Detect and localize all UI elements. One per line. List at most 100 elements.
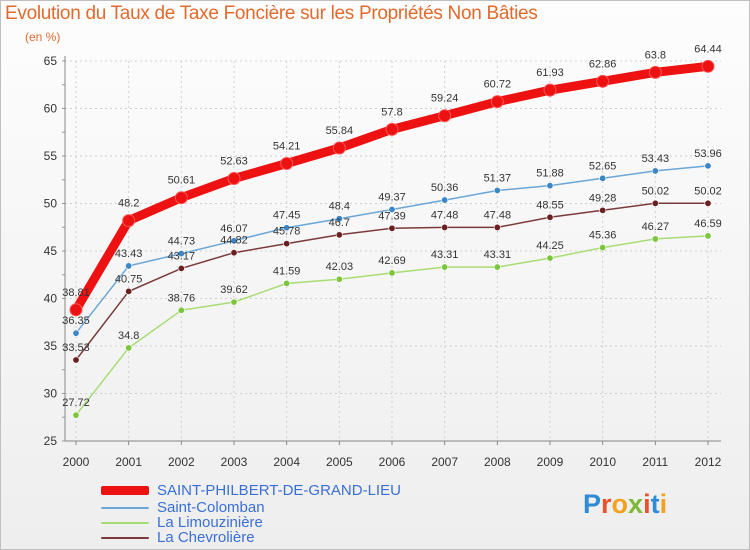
data-point (599, 206, 607, 214)
data-label: 59.24 (431, 93, 459, 105)
data-point (283, 224, 291, 232)
data-label: 46.59 (694, 218, 722, 230)
data-label: 53.96 (694, 148, 722, 160)
legend-label: La Limouzinière (157, 514, 263, 531)
legend-item-la-chevroliere[interactable]: La Chevrolière (101, 529, 431, 546)
legend-item-saint-colomban[interactable]: Saint-Colomban (101, 499, 431, 516)
data-point (69, 303, 83, 317)
logo-letter: r (601, 489, 612, 519)
y-axis-tick-labels: 25 30 35 40 45 50 55 60 65 (44, 54, 58, 448)
data-label: 61.93 (536, 67, 564, 79)
data-point (72, 356, 80, 364)
data-label: 44.25 (536, 240, 564, 252)
data-point (388, 224, 396, 232)
data-point (283, 240, 291, 248)
data-point (335, 275, 343, 283)
chart-title: Evolution du Taux de Taxe Foncière sur l… (5, 3, 538, 24)
data-point (72, 411, 80, 419)
data-point (546, 182, 554, 190)
data-label: 43.17 (168, 250, 196, 262)
data-point (651, 199, 659, 207)
axes (62, 56, 721, 445)
data-point (230, 298, 238, 306)
data-label: 52.63 (220, 156, 248, 168)
data-label: 62.86 (589, 58, 617, 70)
data-label: 50.36 (431, 182, 459, 194)
x-tick-label: 2004 (273, 455, 300, 469)
y-tick-label: 25 (44, 434, 58, 448)
x-tick-label: 2012 (695, 455, 722, 469)
x-tick-label: 2003 (221, 455, 248, 469)
data-label: 36.35 (62, 315, 90, 327)
y-tick-label: 65 (44, 54, 58, 68)
data-point (651, 235, 659, 243)
data-label: 40.75 (115, 273, 143, 285)
data-point (177, 306, 185, 314)
x-tick-label: 2009 (537, 455, 564, 469)
legend-label: La Chevrolière (157, 529, 255, 546)
data-point (335, 215, 343, 223)
logo-letter: i (659, 489, 668, 519)
x-tick-label: 2008 (484, 455, 511, 469)
data-point (493, 263, 501, 271)
legend-label: SAINT-PHILBERT-DE-GRAND-LIEU (157, 482, 401, 499)
data-label: 47.48 (484, 209, 512, 221)
logo-letter: P (583, 489, 602, 519)
logo-letter: t (650, 489, 660, 519)
legend-swatch (101, 537, 149, 539)
data-point (280, 157, 294, 171)
x-tick-label: 2010 (589, 455, 616, 469)
data-label: 53.43 (642, 153, 670, 165)
data-point (493, 223, 501, 231)
data-point (438, 109, 452, 123)
data-label: 50.61 (168, 175, 196, 187)
data-point (441, 223, 449, 231)
unit-label: (en %) (25, 30, 61, 44)
data-point (704, 162, 712, 170)
data-label: 64.44 (694, 43, 722, 55)
x-tick-label: 2011 (642, 455, 668, 469)
legend-label: Saint-Colomban (157, 499, 265, 516)
data-label: 47.45 (273, 210, 301, 222)
data-label: 33.53 (62, 342, 90, 354)
data-point (177, 264, 185, 272)
data-label: 43.43 (115, 248, 143, 260)
data-label: 51.37 (484, 172, 512, 184)
data-point (651, 167, 659, 175)
y-tick-label: 35 (44, 339, 58, 353)
data-label: 47.48 (431, 209, 459, 221)
y-tick-label: 60 (44, 102, 58, 116)
logo-letter: x (628, 489, 644, 519)
data-point (125, 344, 133, 352)
data-label: 38.76 (168, 292, 196, 304)
legend-item-saint-philbert[interactable]: SAINT-PHILBERT-DE-GRAND-LIEU (101, 482, 431, 499)
x-tick-label: 2002 (168, 455, 195, 469)
data-point (174, 191, 188, 205)
data-labels-layer: 38.81 48.2 50.61 52.63 54.21 55.84 57.8 59.24 60… (62, 43, 722, 409)
data-label: 52.65 (589, 160, 617, 172)
data-label: 48.55 (536, 199, 564, 211)
legend-swatch (101, 486, 149, 495)
y-tick-label: 40 (44, 292, 58, 306)
data-label: 47.39 (378, 210, 406, 222)
data-point (125, 287, 133, 295)
legend-item-la-limouziniere[interactable]: La Limouzinière (101, 514, 431, 531)
data-point (493, 186, 501, 194)
data-point (227, 172, 241, 186)
data-label: 44.73 (168, 236, 196, 248)
data-point (648, 65, 662, 79)
data-point (122, 214, 136, 228)
data-label: 50.02 (694, 185, 722, 197)
x-tick-label: 2006 (379, 455, 406, 469)
data-label: 45.78 (273, 226, 301, 238)
data-point (72, 329, 80, 337)
x-tick-label: 2007 (431, 455, 458, 469)
data-point (546, 213, 554, 221)
y-tick-label: 45 (44, 244, 58, 258)
data-label: 38.81 (62, 287, 90, 299)
x-tick-label: 2001 (115, 455, 142, 469)
data-point (230, 249, 238, 257)
data-point (388, 269, 396, 277)
